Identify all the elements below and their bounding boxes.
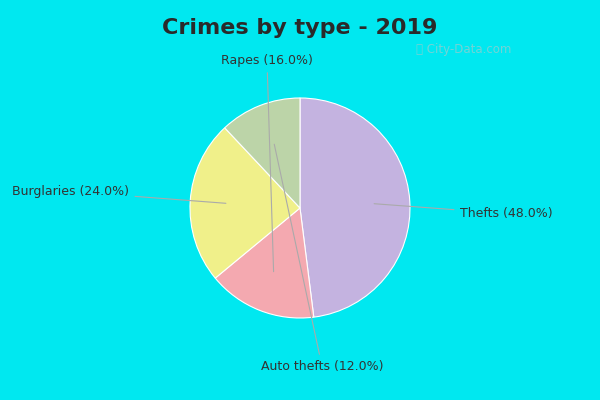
Text: Burglaries (24.0%): Burglaries (24.0%) [13,185,226,203]
Text: Thefts (48.0%): Thefts (48.0%) [374,204,552,220]
Text: Auto thefts (12.0%): Auto thefts (12.0%) [261,144,383,373]
Text: ⓘ City-Data.com: ⓘ City-Data.com [416,42,511,56]
Text: Rapes (16.0%): Rapes (16.0%) [221,54,313,272]
Wedge shape [224,98,300,208]
Wedge shape [300,98,410,317]
Text: Crimes by type - 2019: Crimes by type - 2019 [163,18,437,38]
Wedge shape [190,128,300,278]
Wedge shape [215,208,314,318]
